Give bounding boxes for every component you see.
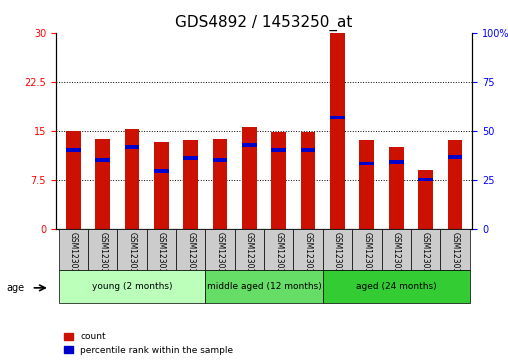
Legend: count, percentile rank within the sample: count, percentile rank within the sample — [60, 329, 237, 359]
Bar — [206, 270, 323, 303]
Bar — [271, 132, 286, 229]
Bar — [418, 178, 433, 182]
Bar — [59, 229, 88, 270]
Bar — [264, 229, 294, 270]
Text: middle aged (12 months): middle aged (12 months) — [207, 282, 322, 291]
Bar — [323, 270, 469, 303]
Text: GSM1230353: GSM1230353 — [128, 232, 137, 283]
Bar — [117, 229, 147, 270]
Text: GSM1230354: GSM1230354 — [157, 232, 166, 283]
Text: GSM1230361: GSM1230361 — [362, 232, 371, 283]
Bar — [411, 229, 440, 270]
Text: GSM1230352: GSM1230352 — [99, 232, 107, 283]
Bar — [154, 142, 169, 229]
Bar — [301, 132, 315, 229]
Bar — [323, 229, 352, 270]
Text: GSM1230360: GSM1230360 — [333, 232, 342, 283]
Bar — [440, 229, 469, 270]
Bar — [360, 162, 374, 165]
Bar — [96, 158, 110, 162]
Text: age: age — [7, 283, 25, 293]
Bar — [125, 145, 140, 149]
Bar — [183, 140, 198, 229]
Bar — [96, 139, 110, 229]
Text: GSM1230363: GSM1230363 — [421, 232, 430, 283]
Text: GSM1230356: GSM1230356 — [216, 232, 225, 283]
Bar — [389, 160, 403, 164]
Bar — [176, 229, 206, 270]
Bar — [294, 229, 323, 270]
Bar — [360, 140, 374, 229]
Bar — [418, 170, 433, 229]
Bar — [154, 170, 169, 173]
Bar — [382, 229, 411, 270]
Bar — [213, 139, 228, 229]
Bar — [448, 140, 462, 229]
Bar — [125, 129, 140, 229]
Bar — [147, 229, 176, 270]
Text: GSM1230357: GSM1230357 — [245, 232, 254, 283]
Bar — [66, 148, 81, 152]
Text: GSM1230351: GSM1230351 — [69, 232, 78, 283]
Bar — [301, 148, 315, 152]
Bar — [389, 147, 403, 229]
Bar — [66, 131, 81, 229]
Bar — [88, 229, 117, 270]
Bar — [242, 127, 257, 229]
Text: GSM1230364: GSM1230364 — [450, 232, 459, 283]
Title: GDS4892 / 1453250_at: GDS4892 / 1453250_at — [175, 15, 353, 31]
Bar — [271, 148, 286, 152]
Bar — [59, 270, 206, 303]
Bar — [448, 155, 462, 159]
Bar — [242, 143, 257, 147]
Text: aged (24 months): aged (24 months) — [356, 282, 436, 291]
Text: GSM1230359: GSM1230359 — [304, 232, 312, 283]
Bar — [352, 229, 382, 270]
Bar — [330, 116, 345, 119]
Text: GSM1230362: GSM1230362 — [392, 232, 401, 283]
Bar — [213, 158, 228, 162]
Bar — [183, 156, 198, 160]
Text: young (2 months): young (2 months) — [92, 282, 172, 291]
Bar — [330, 33, 345, 229]
Text: GSM1230358: GSM1230358 — [274, 232, 283, 283]
Bar — [235, 229, 264, 270]
Text: GSM1230355: GSM1230355 — [186, 232, 195, 283]
Bar — [206, 229, 235, 270]
